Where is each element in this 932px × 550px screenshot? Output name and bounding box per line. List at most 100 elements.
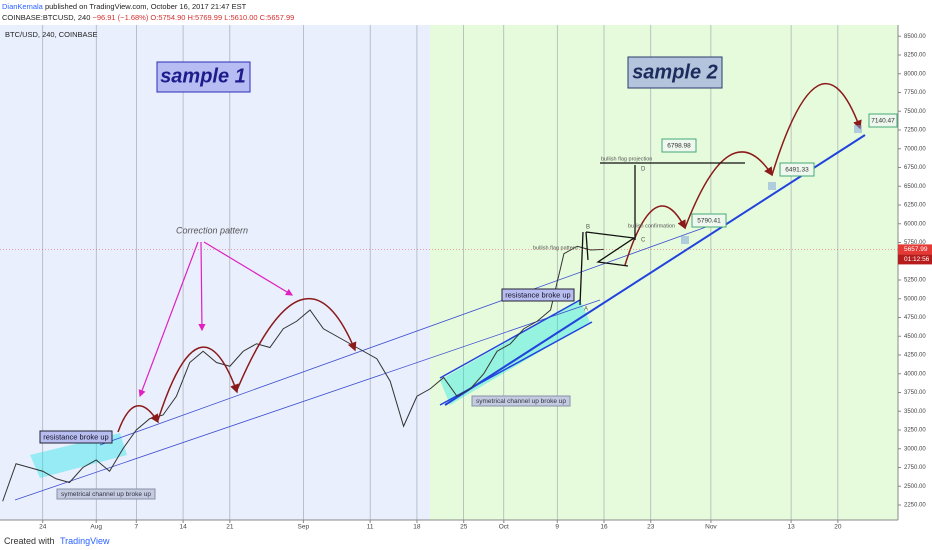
flag <box>585 231 636 267</box>
y-tick-label: 3000.00 <box>904 446 926 452</box>
y-tick-label: 4500.00 <box>904 334 926 340</box>
label-box <box>627 56 723 89</box>
arc <box>771 82 862 176</box>
annotation: bullish confirmation <box>628 223 675 229</box>
price-line <box>2 245 605 502</box>
y-tick-label: 6250.00 <box>904 203 926 209</box>
arrow <box>203 241 294 296</box>
symbol: COINBASE:BTCUSD, 240 <box>2 13 91 22</box>
y-tick-label: 2250.00 <box>904 503 926 509</box>
label-box <box>661 138 697 153</box>
label-box <box>691 213 727 228</box>
y-tick-label: 3500.00 <box>904 409 926 415</box>
last-price-label: 5657.99 <box>904 246 928 253</box>
point-label: B <box>586 225 590 231</box>
channel-fill <box>440 300 590 405</box>
x-tick-label: 7 <box>134 524 138 530</box>
y-tick-label: 7750.00 <box>904 90 926 96</box>
correction-arrows <box>138 241 294 398</box>
point-label: D <box>641 167 646 173</box>
countdown-box <box>898 254 932 265</box>
x-tick-label: 18 <box>413 524 421 530</box>
x-tick-label: 9 <box>555 524 559 530</box>
label-box <box>156 61 251 93</box>
y-tick-label: 5250.00 <box>904 278 926 284</box>
annotation: 6491.33 <box>785 167 809 174</box>
y-tick-label: 8500.00 <box>904 34 926 40</box>
label-box <box>39 430 113 444</box>
arc <box>157 346 239 421</box>
y-tick-label: 4750.00 <box>904 315 926 321</box>
arc <box>236 297 357 391</box>
x-tick-label: 20 <box>834 524 842 530</box>
y-tick-label: 6000.00 <box>904 221 926 227</box>
change: −96.91 (−1.68%) <box>92 13 149 22</box>
x-tick-label: Nov <box>705 524 717 530</box>
x-tick-label: Sep <box>298 524 310 530</box>
ohlc: O:5754.90 H:5769.99 L:5610.00 C:5657.99 <box>150 13 295 22</box>
annotation: bullish flag pattern <box>533 245 578 251</box>
published: published on TradingView.com, October 16… <box>44 2 247 11</box>
annotation: resistance broke up <box>505 290 570 299</box>
annotation: resistance broke up <box>43 432 108 441</box>
annotation: 6798.98 <box>667 143 691 150</box>
label-box <box>56 488 156 500</box>
arrow <box>198 241 206 332</box>
annotation: bullish flag projection <box>601 156 652 162</box>
chart: BTC/USD, 240, COINBASE sample 1 sample 2… <box>0 25 932 530</box>
y-tick-label: 7250.00 <box>904 128 926 134</box>
x-tick-label: Oct <box>499 524 509 530</box>
projection-arcs <box>117 82 862 433</box>
y-tick-label: 5750.00 <box>904 240 926 246</box>
annotation: sample 1 <box>160 65 246 87</box>
footer-brand[interactable]: TradingView <box>60 536 110 546</box>
x-tick-label: 11 <box>367 524 374 530</box>
header-line: COINBASE:BTCUSD, 240 −96.91 (−1.68%) O:5… <box>2 13 294 22</box>
target-box <box>681 236 689 244</box>
label-box <box>868 113 898 128</box>
background-sample2 <box>430 25 898 520</box>
flag-pole <box>579 231 584 306</box>
arc <box>684 151 773 229</box>
y-tick-label: 4250.00 <box>904 353 926 359</box>
trend-line <box>99 221 721 446</box>
y-tick-label: 6750.00 <box>904 165 926 171</box>
y-tick-label: 3250.00 <box>904 428 926 434</box>
footer-created: Created with <box>4 536 55 546</box>
y-tick-label: 6500.00 <box>904 184 926 190</box>
chart-title: BTC/USD, 240, COINBASE <box>5 30 98 39</box>
label-box <box>471 395 571 407</box>
arrow <box>138 241 199 398</box>
y-tick-label: 4000.00 <box>904 371 926 377</box>
header-line: DianKemala published on TradingView.com,… <box>2 2 246 11</box>
label-box <box>501 288 575 302</box>
y-tick-label: 7000.00 <box>904 146 926 152</box>
trend-line <box>444 134 866 406</box>
flag <box>585 231 589 261</box>
y-tick-label: 5000.00 <box>904 296 926 302</box>
x-tick-label: 16 <box>600 524 608 530</box>
label-box <box>779 162 815 177</box>
x-tick-label: Aug <box>90 524 102 530</box>
annotation: 5790.41 <box>697 218 721 225</box>
x-tick-label: 25 <box>460 524 468 530</box>
y-tick-label: 2750.00 <box>904 465 926 471</box>
y-tick-label: 8250.00 <box>904 53 926 59</box>
x-tick-label: 21 <box>226 524 234 530</box>
annotation: Correction pattern <box>176 225 248 235</box>
author[interactable]: DianKemala <box>2 2 43 11</box>
x-tick-label: 14 <box>179 524 187 530</box>
background-sample1 <box>0 25 430 520</box>
y-tick-label: 2500.00 <box>904 484 926 490</box>
y-tick-label: 3750.00 <box>904 390 926 396</box>
countdown-label: 01:12:56 <box>904 256 930 263</box>
point-label: A <box>584 307 588 313</box>
x-tick-label: 23 <box>647 524 655 530</box>
point-label: C <box>641 238 646 244</box>
annotation: 7140.47 <box>871 118 895 125</box>
annotation: symetrical channel up broke up <box>476 398 566 405</box>
target-box <box>854 125 862 133</box>
y-tick-label: 8000.00 <box>904 71 926 77</box>
arc <box>624 205 686 266</box>
